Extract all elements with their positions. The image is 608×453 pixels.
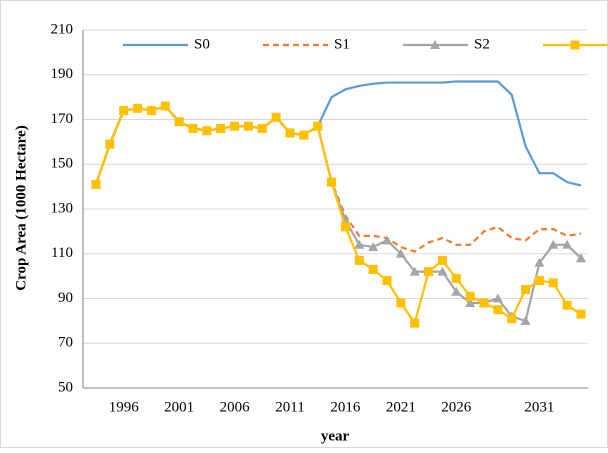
legend-label: S1 <box>334 36 350 52</box>
marker <box>548 239 559 249</box>
x-tick-label: 2016 <box>330 399 361 415</box>
marker <box>451 273 461 283</box>
marker <box>257 123 267 133</box>
marker <box>430 40 440 49</box>
y-tick-label: 90 <box>58 290 73 306</box>
marker <box>243 121 253 131</box>
marker <box>368 242 379 252</box>
x-tick-label: 2006 <box>220 399 251 415</box>
marker <box>520 315 531 325</box>
marker <box>576 253 586 263</box>
x-tick-label: 2021 <box>386 399 416 415</box>
marker <box>313 121 323 131</box>
y-tick-label: 190 <box>51 66 74 82</box>
marker <box>354 255 364 265</box>
marker <box>396 298 406 308</box>
x-tick-label: 2031 <box>524 399 554 415</box>
marker <box>534 257 545 267</box>
marker <box>119 106 129 116</box>
marker <box>548 278 558 288</box>
marker <box>451 286 462 296</box>
marker <box>202 126 212 136</box>
y-tick-label: 210 <box>51 21 74 37</box>
marker <box>91 179 101 189</box>
marker <box>216 123 226 133</box>
x-axis-title: year <box>321 428 350 444</box>
marker <box>133 103 143 113</box>
legend-label: S2 <box>474 36 490 52</box>
marker <box>174 117 184 127</box>
marker <box>562 300 572 310</box>
x-tick-label: 2001 <box>164 399 194 415</box>
marker <box>576 309 586 319</box>
y-tick-label: 150 <box>51 156 74 172</box>
y-axis-title: Crop Area (1000 Hectare) <box>13 125 29 290</box>
marker <box>271 112 281 122</box>
marker <box>437 255 447 265</box>
x-tick-label: 2011 <box>275 399 304 415</box>
marker <box>285 128 295 138</box>
y-tick-label: 70 <box>58 335 73 351</box>
marker <box>479 298 489 308</box>
legend-label: S0 <box>194 36 210 52</box>
marker <box>188 123 198 133</box>
marker <box>562 239 573 249</box>
marker <box>105 139 115 149</box>
marker <box>410 318 420 328</box>
marker <box>465 291 475 301</box>
marker <box>534 276 544 286</box>
marker <box>437 266 448 276</box>
x-tick-label: 1996 <box>109 399 140 415</box>
y-tick-label: 50 <box>58 379 73 395</box>
x-tick-label: 2026 <box>441 399 472 415</box>
marker <box>493 305 503 315</box>
marker <box>409 266 420 276</box>
y-tick-label: 130 <box>51 200 74 216</box>
marker <box>299 130 309 140</box>
marker <box>230 121 240 131</box>
marker <box>340 222 350 232</box>
marker <box>521 285 531 295</box>
marker <box>395 248 406 258</box>
marker <box>354 239 365 249</box>
marker <box>160 101 170 111</box>
marker <box>424 267 434 277</box>
y-tick-label: 110 <box>51 245 73 261</box>
marker <box>507 314 517 324</box>
marker <box>146 106 156 116</box>
marker <box>368 264 378 274</box>
marker <box>465 297 476 307</box>
marker <box>327 177 337 187</box>
marker <box>382 235 392 245</box>
y-tick-label: 170 <box>51 111 74 127</box>
marker <box>492 293 503 303</box>
marker <box>570 40 580 50</box>
marker <box>382 276 392 286</box>
